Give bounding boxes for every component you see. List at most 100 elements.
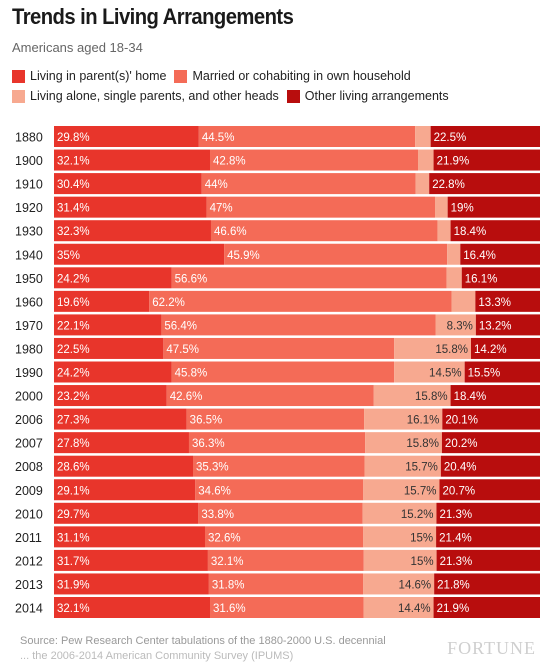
bar-segment [54,526,205,548]
bar-segment [201,173,416,195]
data-label: 29.1% [57,485,90,497]
bar-segment [188,432,366,454]
data-label: 24.2% [57,273,90,285]
bar-segment [464,361,540,383]
bar-segment [171,267,447,289]
chart-title: Trends in Living Arrangements [12,4,294,29]
data-label: 31.7% [57,556,90,568]
bar-segment [436,502,540,524]
legend-item-parents: Living in parent(s)' home [12,69,166,83]
bar-segment [450,385,540,407]
bar-segment [436,526,540,548]
data-label: 14.4% [398,603,431,615]
data-label: 15% [410,532,433,544]
bar-segment [166,385,374,407]
data-label: 29.7% [57,509,90,521]
data-label: 32.1% [211,556,244,568]
year-label: 2013 [15,578,43,592]
bar-segment [54,479,196,501]
legend-row: Living in parent(s)' home Married or coh… [12,66,552,86]
bar-segment [204,526,364,548]
bar-segment [475,290,540,312]
data-label: 47.5% [166,344,199,356]
data-label: 36.3% [192,438,225,450]
data-label: 31.4% [57,203,90,215]
bar-segment [363,573,435,595]
bar-segment [470,337,540,359]
bar-segment [451,290,476,312]
bar-segment [418,149,434,171]
bar-segment [198,126,416,147]
bar-segment [475,314,540,336]
bar-segment [54,549,208,571]
data-label: 46.6% [214,226,247,238]
bar-segment [394,337,471,359]
data-label: 15% [411,556,434,568]
bar-segment [206,196,436,218]
bar-segment [430,126,540,147]
bar-segment [435,314,476,336]
year-label: 1900 [15,154,43,168]
data-label: 56.6% [175,273,208,285]
data-label: 15.8% [415,391,448,403]
data-label: 21.3% [440,556,473,568]
data-label: 13.3% [478,297,511,309]
bar-segment [362,502,437,524]
data-label: 16.4% [463,250,496,262]
year-label: 1940 [15,248,43,262]
chart-subtitle: Americans aged 18-34 [12,40,143,55]
data-label: 21.9% [437,156,470,168]
data-label: 22.1% [57,320,90,332]
bar-segment [363,549,437,571]
bar-segment [434,573,540,595]
data-label: 31.9% [57,579,90,591]
data-label: 15.5% [468,368,501,380]
source-line-1: Source: Pew Research Center tabulations … [20,635,386,647]
data-label: 8.3% [447,320,473,332]
stacked-bar-chart: 1880 29.8% 44.5% 22.5% 1900 32.1% 42.8% 21.9% 19… [15,126,540,618]
year-label: 2010 [15,507,43,521]
data-label: 34.6% [198,485,231,497]
data-label: 31.6% [213,603,246,615]
bar-segment [54,337,164,359]
bar-segment [429,173,540,195]
bar-segment [54,149,211,171]
bar-segment [440,455,540,477]
data-label: 15.2% [401,509,434,521]
data-label: 31.8% [212,579,245,591]
bar-segment [208,573,364,595]
data-label: 35.3% [196,462,229,474]
bar-segment [447,196,540,218]
bar-segment [54,267,172,289]
bar-segment [433,149,540,171]
data-label: 15.8% [406,438,439,450]
legend-row: Living alone, single parents, and other … [12,86,552,106]
bar-segment [54,597,211,618]
bar-segment [207,549,364,571]
bar-segment [447,243,461,265]
data-label: 15.7% [404,485,437,497]
data-label: 19.6% [57,297,90,309]
data-label: 13.2% [479,320,512,332]
bar-segment [439,479,540,501]
data-label: 20.2% [445,438,478,450]
data-label: 29.8% [57,132,90,144]
data-label: 28.6% [57,462,90,474]
bar-segment [149,290,452,312]
data-label: 18.4% [454,391,487,403]
year-label: 1960 [15,295,43,309]
bar-segment [436,549,540,571]
data-label: 23.2% [57,391,90,403]
data-label: 31.1% [57,532,90,544]
data-label: 62.2% [152,297,185,309]
data-label: 14.2% [474,344,507,356]
data-label: 16.1% [407,415,440,427]
data-label: 21.3% [439,509,472,521]
data-label: 16.1% [465,273,498,285]
data-label: 33.8% [201,509,234,521]
data-label: 27.3% [57,415,90,427]
bar-segment [365,432,442,454]
bar-segment [210,220,438,242]
data-label: 44% [205,179,228,191]
year-label: 2008 [15,460,43,474]
